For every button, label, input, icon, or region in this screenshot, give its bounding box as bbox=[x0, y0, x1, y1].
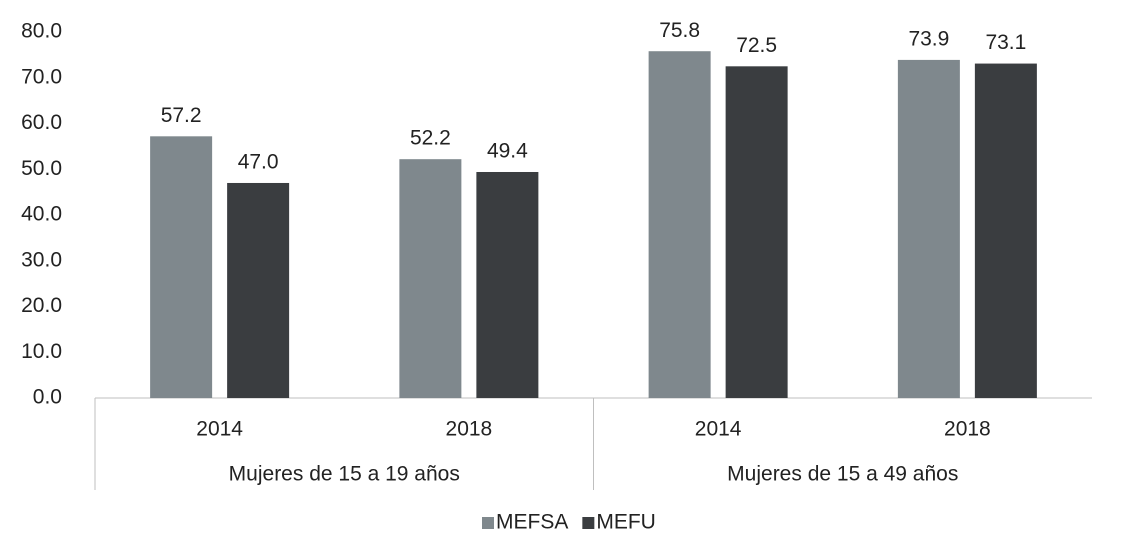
x-tick-label: 2014 bbox=[196, 418, 243, 441]
bar bbox=[974, 63, 1037, 398]
x-tick-label: 2018 bbox=[446, 418, 493, 441]
data-label: 52.2 bbox=[410, 127, 451, 150]
y-tick-label: 30.0 bbox=[21, 248, 62, 271]
y-tick-label: 40.0 bbox=[21, 203, 62, 226]
bar bbox=[150, 136, 213, 398]
data-label: 47.0 bbox=[238, 151, 279, 174]
y-tick-label: 80.0 bbox=[21, 20, 62, 43]
legend-swatch bbox=[482, 517, 494, 529]
group-label: Mujeres de 15 a 19 años bbox=[229, 463, 460, 486]
y-tick-label: 0.0 bbox=[33, 386, 62, 409]
data-label: 49.4 bbox=[487, 140, 528, 163]
data-label: 75.8 bbox=[659, 19, 700, 42]
data-label: 73.1 bbox=[985, 31, 1026, 54]
legend-label: MEFU bbox=[596, 511, 656, 534]
bar bbox=[725, 66, 788, 398]
bar bbox=[227, 182, 290, 398]
x-tick-label: 2014 bbox=[695, 418, 742, 441]
y-tick-label: 10.0 bbox=[21, 340, 62, 363]
legend-swatch bbox=[582, 517, 595, 529]
y-tick-label: 50.0 bbox=[21, 157, 62, 180]
bar bbox=[897, 59, 960, 398]
y-tick-label: 60.0 bbox=[21, 111, 62, 134]
data-label: 57.2 bbox=[161, 104, 202, 127]
x-tick-label: 2018 bbox=[944, 418, 991, 441]
data-label: 72.5 bbox=[736, 34, 777, 57]
bar bbox=[648, 51, 711, 399]
bar bbox=[399, 159, 462, 398]
bar bbox=[476, 171, 539, 398]
data-label: 73.9 bbox=[908, 27, 949, 50]
y-tick-label: 20.0 bbox=[21, 294, 62, 317]
y-tick-label: 70.0 bbox=[21, 65, 62, 88]
group-label: Mujeres de 15 a 49 años bbox=[727, 463, 958, 486]
legend-label: MEFSA bbox=[496, 511, 568, 534]
